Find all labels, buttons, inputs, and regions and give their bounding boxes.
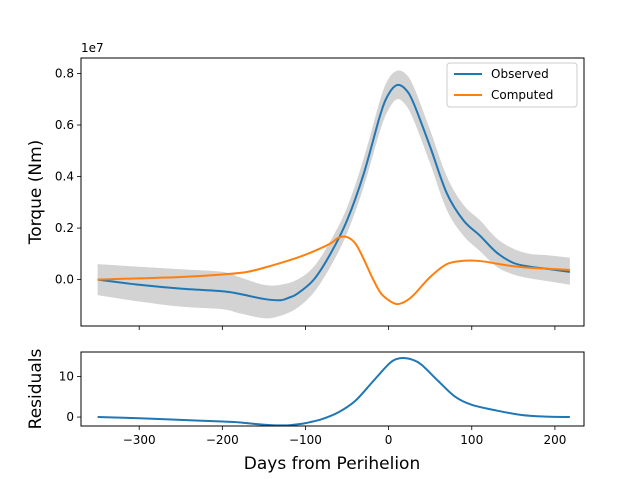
x-tick-label: −200 xyxy=(206,433,239,447)
residuals-x-ticks: −300 −200 −100 0 100 200 xyxy=(123,426,566,447)
torque-x-ticks xyxy=(138,326,556,330)
x-tick-label: 200 xyxy=(543,433,566,447)
x-tick-label: −100 xyxy=(289,433,322,447)
residuals-y-tick-label: 10 xyxy=(59,369,74,383)
residuals-y-axis-label: Residuals xyxy=(26,349,46,430)
x-axis-label: Days from Perihelion xyxy=(244,454,420,474)
torque-offset-label: 1e7 xyxy=(81,41,104,55)
observed-uncertainty-band xyxy=(97,70,570,319)
torque-y-tick-label: 0.8 xyxy=(55,66,74,80)
torque-y-ticks: 0.0 0.2 0.4 0.6 0.8 xyxy=(55,66,81,287)
residuals-plot-area xyxy=(81,352,584,426)
torque-y-tick-label: 0.6 xyxy=(55,118,74,132)
torque-y-tick-label: 0.4 xyxy=(55,170,74,184)
legend-label-computed: Computed xyxy=(491,88,553,102)
legend-label-observed: Observed xyxy=(491,67,549,81)
series-line-residuals xyxy=(97,357,570,427)
torque-y-tick-label: 0.0 xyxy=(55,273,74,287)
torque-series-lines xyxy=(97,83,571,306)
torque-y-axis-label: Torque (Nm) xyxy=(26,140,46,246)
residuals-axes-frame xyxy=(80,351,585,427)
series-line-computed xyxy=(97,235,570,306)
x-tick-label: 0 xyxy=(385,433,393,447)
residuals-y-tick-label: 0 xyxy=(66,410,74,424)
torque-axes-frame xyxy=(80,57,585,327)
torque-y-tick-label: 0.2 xyxy=(55,221,74,235)
residuals-panel: −300 −200 −100 0 100 200 0 10 Residuals Days f… xyxy=(26,349,585,474)
x-tick-label: −300 xyxy=(123,433,156,447)
x-tick-label: 100 xyxy=(460,433,483,447)
series-line-observed xyxy=(97,83,571,302)
residuals-y-ticks: 0 10 xyxy=(59,369,81,424)
legend: Observed Computed xyxy=(446,62,578,108)
torque-panel: 0.0 0.2 0.4 0.6 0.8 1e7 Torque (Nm) Observed… xyxy=(26,41,585,330)
residuals-series-lines xyxy=(97,357,570,427)
